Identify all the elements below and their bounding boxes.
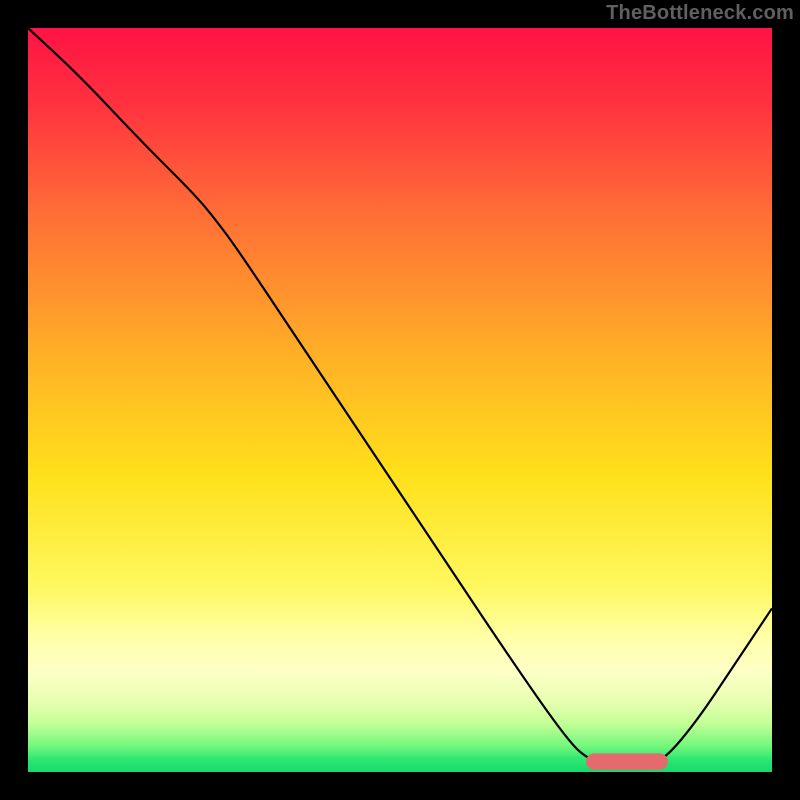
chart-frame: TheBottleneck.com <box>0 0 800 800</box>
watermark-text: TheBottleneck.com <box>606 2 794 25</box>
chart-overlay <box>28 28 772 772</box>
bottleneck-curve <box>28 28 772 763</box>
plot-area <box>28 28 772 772</box>
minimum-marker <box>586 753 668 769</box>
